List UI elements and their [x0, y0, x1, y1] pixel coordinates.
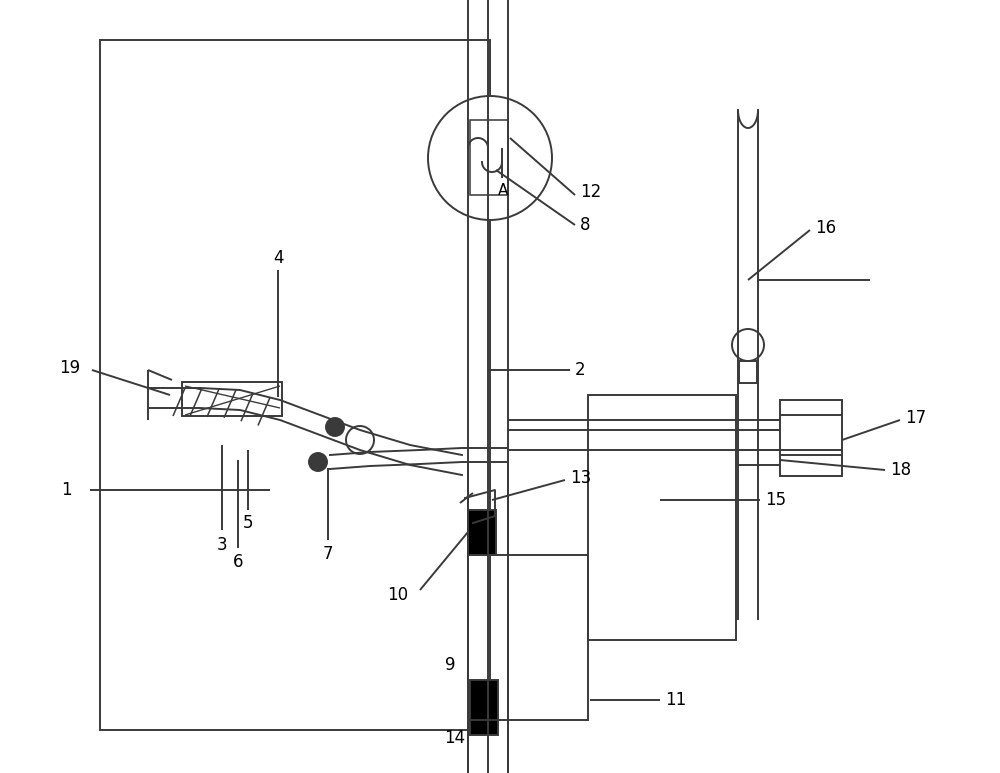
Bar [588, 395, 736, 640]
Text: 10: 10 [387, 586, 408, 604]
Text: 16: 16 [815, 219, 836, 237]
Bar [468, 555, 588, 720]
Bar [470, 680, 498, 735]
Text: 15: 15 [765, 491, 786, 509]
Circle shape [428, 96, 552, 220]
Text: A: A [498, 182, 508, 197]
Bar [468, 510, 496, 555]
Circle shape [326, 418, 344, 436]
Text: 1: 1 [61, 481, 72, 499]
Bar [182, 382, 282, 416]
Circle shape [346, 426, 374, 454]
Text: 2: 2 [575, 361, 586, 379]
Bar [470, 120, 508, 195]
Text: 7: 7 [323, 545, 333, 563]
Text: 13: 13 [570, 469, 591, 487]
Text: 6: 6 [233, 553, 243, 571]
Text: 11: 11 [665, 691, 686, 709]
Text: 5: 5 [243, 514, 253, 532]
Text: 12: 12 [580, 183, 601, 201]
Text: 14: 14 [444, 729, 466, 747]
Text: 8: 8 [580, 216, 590, 234]
Text: 18: 18 [890, 461, 911, 479]
Bar [739, 361, 757, 383]
Text: 17: 17 [905, 409, 926, 427]
Text: 3: 3 [217, 536, 227, 554]
Bar [100, 40, 490, 730]
Text: 9: 9 [445, 656, 455, 674]
Circle shape [309, 453, 327, 471]
Text: 19: 19 [59, 359, 80, 377]
Bar [780, 400, 842, 476]
Text: 4: 4 [273, 249, 283, 267]
